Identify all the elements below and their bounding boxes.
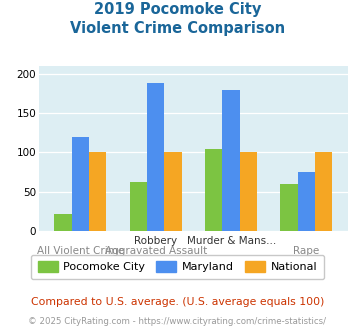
Bar xyxy=(89,152,106,231)
Legend: Pocomoke City, Maryland, National: Pocomoke City, Maryland, National xyxy=(31,255,324,279)
Text: All Violent Crime: All Violent Crime xyxy=(37,246,124,256)
Bar xyxy=(205,148,223,231)
Text: Rape: Rape xyxy=(293,246,320,256)
Bar xyxy=(72,137,89,231)
Text: Aggravated Assault: Aggravated Assault xyxy=(105,246,207,256)
Text: Murder & Mans...: Murder & Mans... xyxy=(186,236,276,246)
Bar xyxy=(240,152,257,231)
Bar xyxy=(164,152,182,231)
Bar xyxy=(55,214,72,231)
Bar xyxy=(130,182,147,231)
Text: Robbery: Robbery xyxy=(134,236,178,246)
Text: Compared to U.S. average. (U.S. average equals 100): Compared to U.S. average. (U.S. average … xyxy=(31,297,324,307)
Text: Violent Crime Comparison: Violent Crime Comparison xyxy=(70,21,285,36)
Bar xyxy=(280,184,298,231)
Text: 2019 Pocomoke City: 2019 Pocomoke City xyxy=(94,2,261,16)
Bar xyxy=(298,172,315,231)
Text: © 2025 CityRating.com - https://www.cityrating.com/crime-statistics/: © 2025 CityRating.com - https://www.city… xyxy=(28,317,327,326)
Bar xyxy=(315,152,332,231)
Bar xyxy=(147,83,164,231)
Bar xyxy=(223,90,240,231)
